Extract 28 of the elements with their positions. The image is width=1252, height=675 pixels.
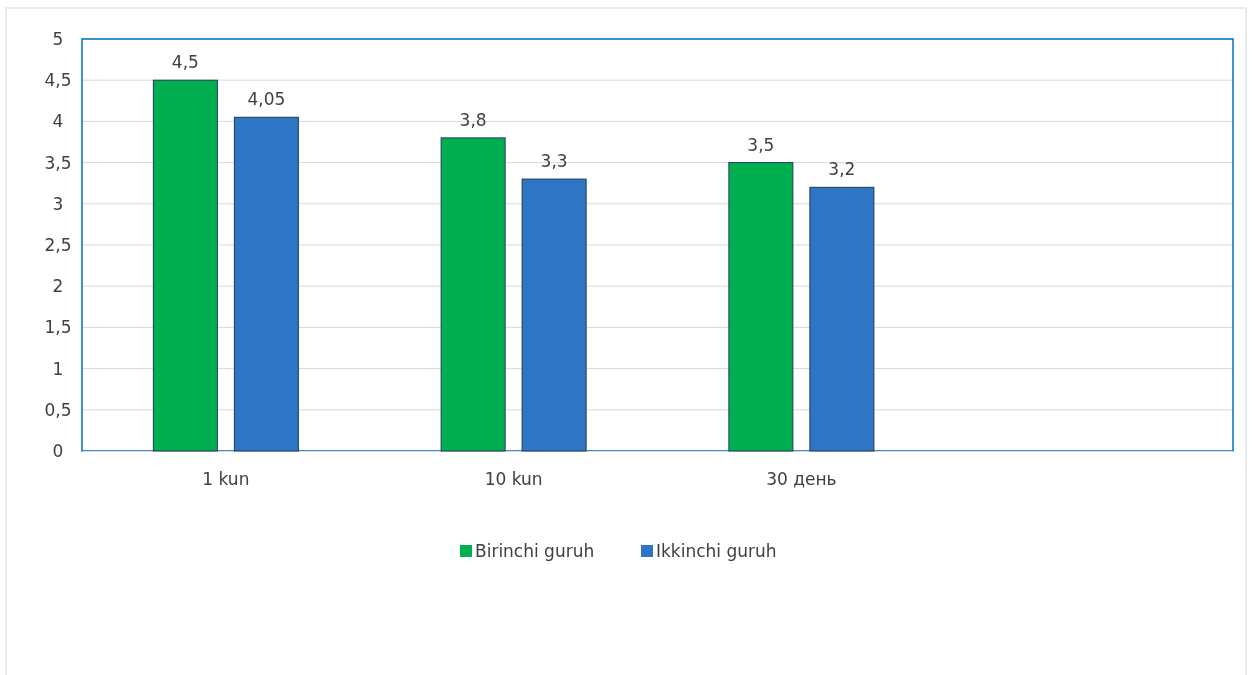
y-tick-label: 4 bbox=[52, 111, 64, 132]
legend-label: Ikkinchi guruh bbox=[656, 541, 777, 561]
data-label: 3,3 bbox=[540, 151, 568, 172]
y-tick-label: 5 bbox=[52, 28, 64, 49]
bar bbox=[809, 186, 875, 452]
y-tick-label: 2,5 bbox=[44, 234, 72, 255]
y-tick-label: 2 bbox=[52, 276, 64, 297]
bar bbox=[440, 137, 506, 452]
legend-label: Birinchi guruh bbox=[475, 541, 595, 561]
y-tick-label: 1,5 bbox=[44, 317, 72, 338]
bar bbox=[521, 178, 587, 452]
data-label: 3,5 bbox=[747, 134, 775, 155]
bar bbox=[152, 79, 218, 452]
x-tick-label: 1 kun bbox=[202, 469, 250, 490]
x-tick-label: 30 день bbox=[766, 469, 837, 490]
y-tick-label: 4,5 bbox=[44, 70, 72, 91]
data-label: 3,8 bbox=[459, 109, 487, 130]
bar bbox=[728, 162, 794, 452]
data-label: 4,5 bbox=[171, 52, 199, 73]
y-tick-label: 1 bbox=[52, 358, 64, 379]
x-tick-label: 10 kun bbox=[484, 469, 543, 490]
y-tick-label: 0 bbox=[52, 440, 64, 461]
bar bbox=[233, 116, 299, 452]
y-tick-label: 3,5 bbox=[44, 152, 72, 173]
data-label: 4,05 bbox=[247, 89, 286, 110]
y-tick-label: 3 bbox=[52, 193, 64, 214]
y-tick-label: 0,5 bbox=[44, 399, 72, 420]
data-label: 3,2 bbox=[828, 159, 856, 180]
